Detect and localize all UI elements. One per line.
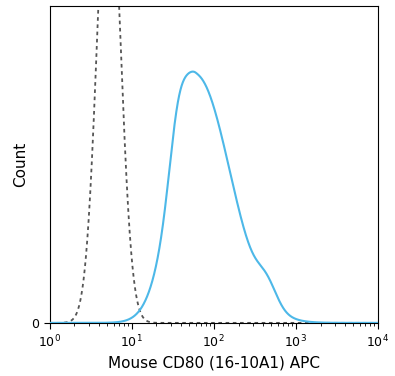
Y-axis label: Count: Count [13,142,28,187]
X-axis label: Mouse CD80 (16-10A1) APC: Mouse CD80 (16-10A1) APC [108,355,320,370]
